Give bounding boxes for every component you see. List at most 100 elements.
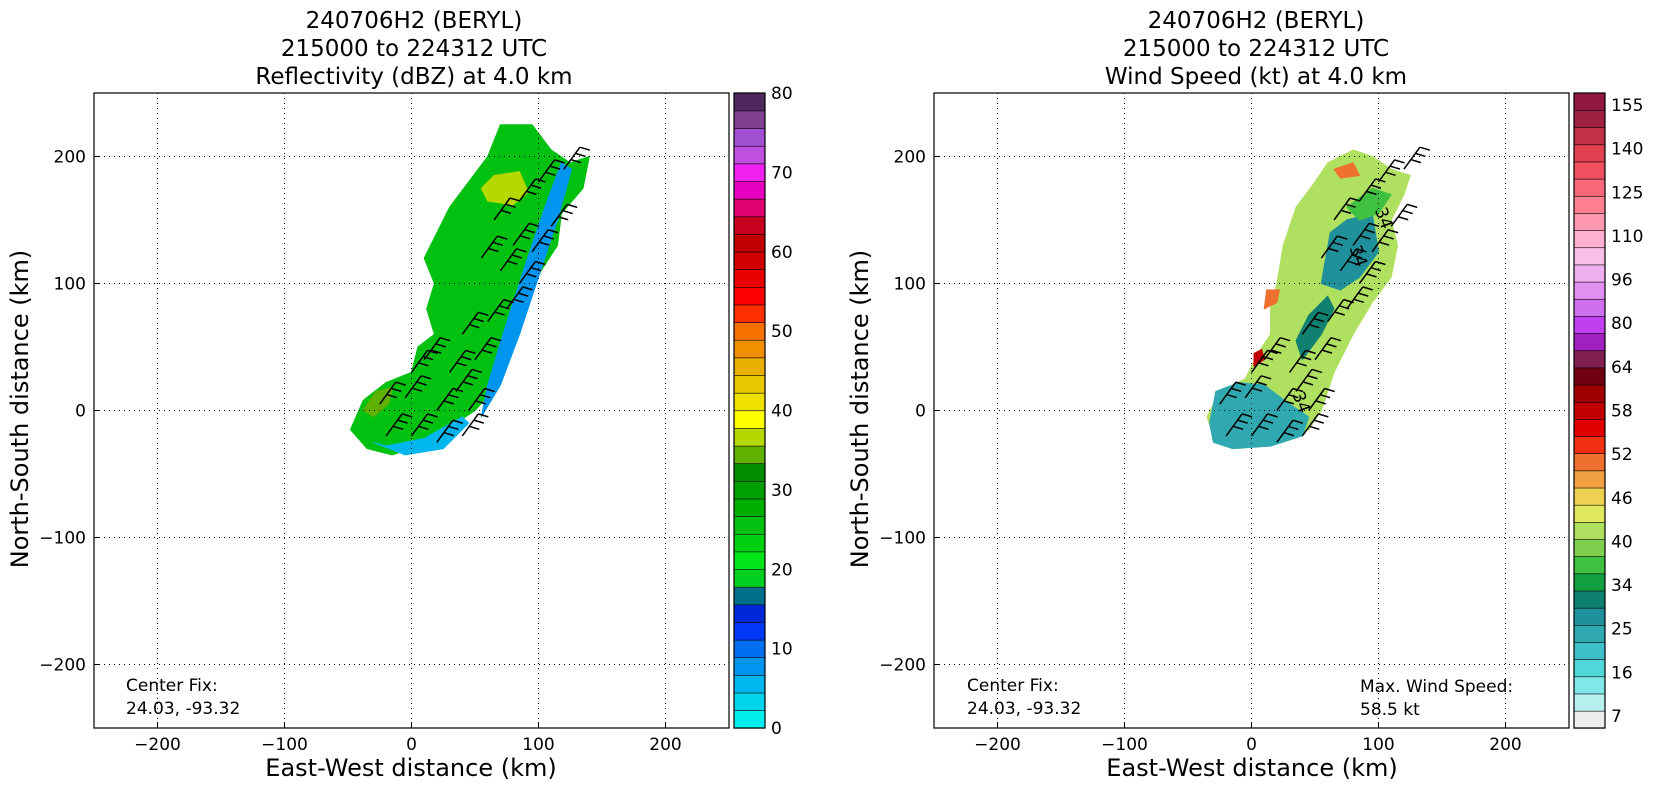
barb-flag — [538, 241, 550, 246]
barb-flag — [1387, 229, 1399, 234]
wind-colorbar-segment — [1573, 641, 1606, 660]
barb-flag — [1313, 317, 1325, 323]
wind-wind-barb — [1263, 336, 1291, 361]
reflectivity-colorbar-segment — [733, 163, 766, 182]
barb-flag — [481, 349, 493, 354]
barb-flag — [1235, 381, 1246, 386]
wind-colorbar-segment — [1573, 332, 1606, 352]
barb-flag — [1270, 349, 1282, 354]
wind-colorbar-segment — [1573, 195, 1606, 214]
max-wind-speed-value: 58.5 kt — [1360, 700, 1420, 720]
barb-staff — [1358, 261, 1377, 284]
barb-staff — [537, 159, 556, 183]
wind-region-orange-north — [1333, 162, 1361, 179]
wind-colorbar-tick-label: 80 — [1611, 314, 1633, 334]
reflectivity-colorbar-segment — [733, 251, 766, 270]
barb-flag — [478, 413, 489, 418]
reflectivity-y-tick-label: 0 — [75, 402, 86, 422]
wind-colorbar-segment — [1573, 590, 1606, 609]
barb-staff — [1403, 146, 1421, 170]
wind-colorbar-segment — [1573, 144, 1606, 163]
wind-x-axis-label: East-West distance (km) — [1106, 754, 1397, 782]
wind-colorbar-segment — [1573, 607, 1606, 626]
barb-flag — [1275, 343, 1286, 348]
barb-flag — [397, 419, 408, 424]
wind-y-tick-label: −100 — [879, 529, 926, 549]
barb-flag — [524, 228, 535, 234]
barb-staff — [1276, 388, 1294, 411]
barb-staff — [423, 337, 441, 361]
wind-region-red-spot — [1253, 348, 1265, 368]
wind-colorbar-segment — [1573, 298, 1606, 317]
barb-flag — [469, 425, 480, 431]
barb-flag — [1385, 171, 1396, 177]
wind-y-tick-label: −200 — [879, 656, 926, 676]
wind-title-line-1: 240706H2 (BERYL) — [1148, 8, 1365, 34]
wind-colorbar-tick-label: 16 — [1611, 663, 1633, 683]
reflectivity-colorbar-segment — [733, 339, 766, 359]
barb-staff — [461, 413, 479, 437]
barb-flag — [456, 362, 467, 367]
barb-flag — [554, 159, 565, 164]
wind-wind-barb — [1377, 159, 1405, 183]
reflectivity-colorbar-segment — [733, 198, 766, 218]
barb-flag — [511, 254, 523, 259]
barb-flag — [1397, 216, 1409, 221]
barb-flag — [490, 336, 502, 342]
wind-colorbar-segment — [1573, 92, 1606, 111]
barb-staff — [487, 299, 505, 323]
reflectivity-x-axis-label: East-West distance (km) — [265, 754, 556, 782]
barb-flag — [530, 266, 542, 272]
barb-flag — [443, 400, 455, 405]
barb-staff — [1250, 413, 1269, 437]
barb-flag — [1370, 266, 1382, 272]
barb-flag — [1260, 375, 1272, 380]
barb-flag — [1326, 343, 1337, 348]
wind-colorbar-segment — [1573, 161, 1606, 180]
barb-flag — [497, 235, 508, 240]
barb-flag — [492, 241, 504, 247]
barb-flag — [575, 152, 586, 158]
barb-flag — [547, 229, 559, 234]
wind-colorbar-segment — [1573, 109, 1606, 128]
wind-wind-barb — [1301, 311, 1329, 335]
wind-wind-barb — [1346, 286, 1373, 310]
barb-flag — [530, 184, 542, 189]
barb-flag — [430, 349, 442, 354]
wind-colorbar-tick-label: 52 — [1611, 445, 1633, 465]
barb-flag — [422, 419, 434, 424]
wind-colorbar-segment — [1573, 659, 1606, 678]
barb-flag — [1231, 387, 1242, 393]
barb-flag — [545, 171, 556, 177]
barb-flag — [452, 387, 464, 393]
wind-colorbar-segment — [1573, 504, 1606, 523]
wind-wind-barb — [1295, 368, 1323, 392]
barb-staff — [518, 178, 537, 202]
wind-colorbar-segment — [1573, 693, 1606, 712]
barb-flag — [418, 425, 429, 431]
barb-staff — [1358, 178, 1377, 202]
reflectivity-colorbar-segment — [733, 604, 766, 623]
barb-staff — [1339, 248, 1358, 272]
barb-flag — [1359, 235, 1371, 240]
barb-flag — [395, 381, 406, 386]
wind-colorbar-tick-label: 64 — [1611, 358, 1633, 378]
reflectivity-colorbar-tick-label: 50 — [771, 322, 793, 342]
barb-flag — [1292, 419, 1304, 424]
wind-x-tick-label: 200 — [1489, 735, 1521, 755]
wind-colorbar-segment — [1573, 367, 1606, 386]
barb-flag — [1267, 349, 1278, 355]
barb-flag — [422, 355, 434, 361]
wind-colorbar-segment — [1573, 418, 1606, 437]
barb-flag — [535, 260, 546, 266]
barb-flag — [475, 400, 486, 405]
wind-colorbar-tick-label: 7 — [1611, 707, 1622, 727]
reflectivity-wind-barb — [512, 222, 540, 246]
reflectivity-colorbar-segment — [733, 710, 766, 729]
barb-flag — [1318, 311, 1329, 317]
wind-y-tick-label: 100 — [894, 275, 926, 295]
barb-staff — [531, 229, 549, 253]
wind-wind-barb — [1276, 387, 1304, 411]
wind-colorbar-tick-label: 40 — [1611, 532, 1633, 552]
